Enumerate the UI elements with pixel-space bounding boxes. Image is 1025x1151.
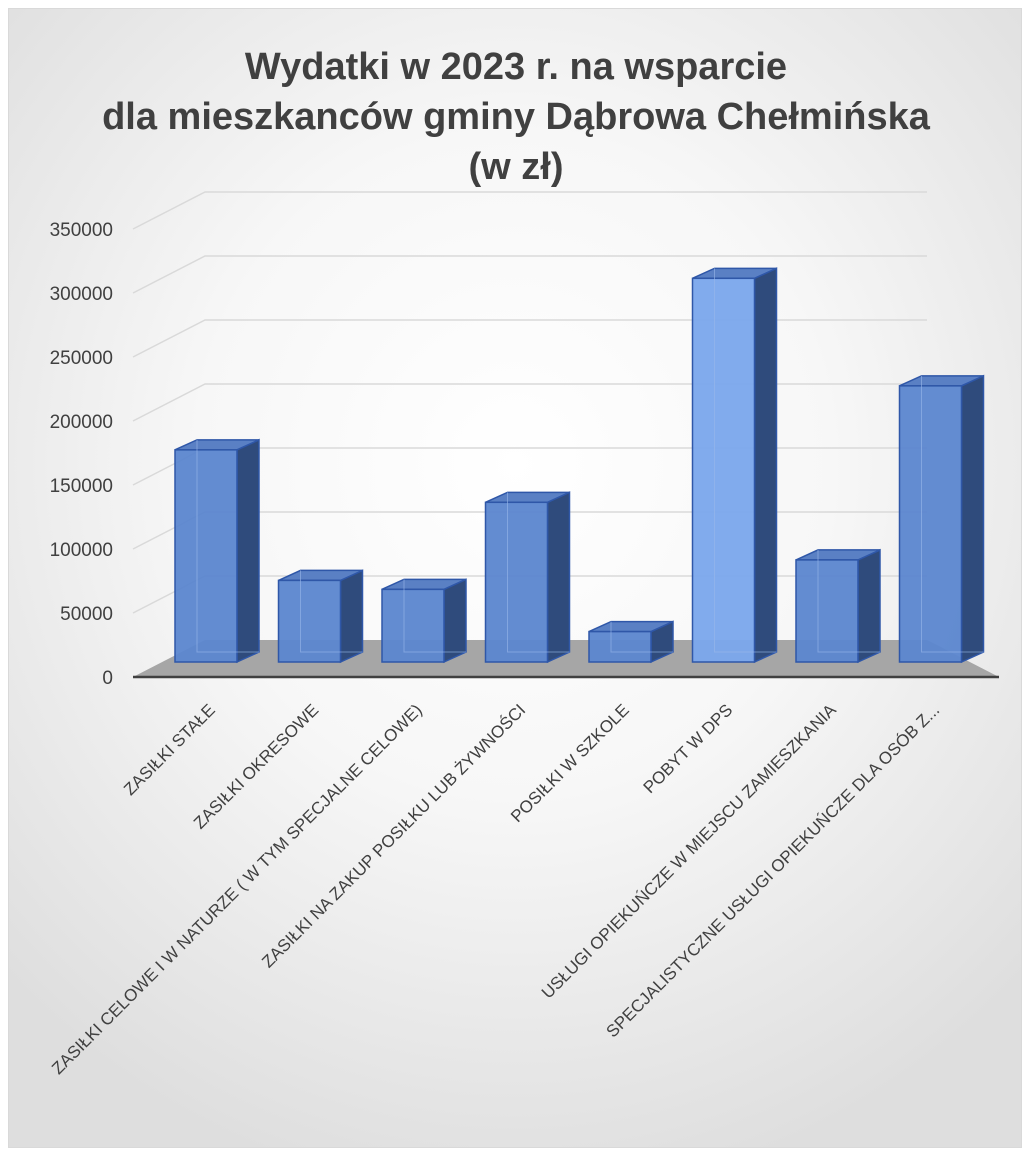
bar bbox=[174, 438, 260, 664]
bar-front bbox=[691, 277, 756, 663]
bar-side bbox=[857, 548, 881, 664]
x-category-label: POBYT W DPS bbox=[640, 700, 737, 797]
bar-front bbox=[484, 501, 549, 663]
bar-inner-edge bbox=[714, 268, 777, 653]
bar-side bbox=[443, 578, 467, 664]
bar bbox=[898, 374, 985, 664]
bar-front bbox=[588, 630, 652, 663]
chart-title-line-2: dla mieszkanców gminy Dąbrowa Chełmińska bbox=[102, 96, 931, 138]
y-axis-ticks: 0 50000 100000 150000 200000 250000 300000 3500… bbox=[50, 220, 113, 689]
chart-area: Wydatki w 2023 r. na wsparcie dla mieszk… bbox=[8, 8, 1022, 1148]
y-tick-label: 50000 bbox=[60, 604, 113, 625]
x-category-label: SPECJALISTYCZNE USŁUGI OPIEKUŃCZE DLA OS… bbox=[603, 700, 944, 1041]
bar-front bbox=[795, 559, 859, 663]
gridline bbox=[132, 319, 927, 358]
bar-side bbox=[339, 569, 364, 664]
bar-inner-edge bbox=[921, 375, 984, 653]
bar-side bbox=[546, 491, 571, 664]
bar-inner-edge bbox=[610, 621, 673, 653]
x-category-label: ZASIŁKI CELOWE I W NATURZE ( W TYM SPECJ… bbox=[48, 700, 426, 1078]
bar-side bbox=[236, 438, 260, 664]
bar-inner-edge bbox=[507, 492, 570, 653]
bar bbox=[277, 569, 364, 664]
bar-front bbox=[898, 385, 963, 663]
bar-side bbox=[753, 267, 778, 664]
x-category-label: POSIŁKI W SZKOLE bbox=[507, 700, 633, 826]
bar-front bbox=[174, 449, 238, 663]
y-tick-label: 350000 bbox=[50, 220, 113, 241]
bar-inner-edge bbox=[817, 549, 880, 653]
bar-inner-edge bbox=[196, 439, 259, 653]
bar bbox=[484, 491, 571, 664]
x-category-label: ZASIŁKI STAŁE bbox=[120, 700, 219, 799]
y-tick-label: 100000 bbox=[50, 540, 113, 561]
gridline bbox=[132, 191, 927, 230]
y-tick-label: 200000 bbox=[50, 412, 113, 433]
gridline bbox=[132, 383, 927, 422]
chart-title-line-1: Wydatki w 2023 r. na wsparcie bbox=[245, 46, 787, 88]
bar bbox=[795, 548, 881, 664]
bar bbox=[691, 267, 778, 664]
y-tick-label: 150000 bbox=[50, 476, 113, 497]
bar-inner-edge bbox=[403, 579, 466, 653]
bar-side bbox=[960, 374, 985, 664]
bar bbox=[381, 578, 467, 664]
bars bbox=[174, 267, 985, 664]
bar-front bbox=[277, 579, 342, 663]
gridline bbox=[132, 255, 927, 294]
bar-front bbox=[381, 588, 445, 663]
bar bbox=[588, 620, 674, 664]
y-tick-label: 0 bbox=[102, 668, 113, 689]
y-tick-label: 250000 bbox=[50, 348, 113, 369]
chart-title: Wydatki w 2023 r. na wsparcie dla mieszk… bbox=[102, 46, 931, 188]
chart-title-line-3: (w zł) bbox=[469, 146, 564, 188]
bar-chart: Wydatki w 2023 r. na wsparcie dla mieszk… bbox=[48, 46, 999, 1078]
y-tick-label: 300000 bbox=[50, 284, 113, 305]
bar-inner-edge bbox=[300, 570, 363, 653]
